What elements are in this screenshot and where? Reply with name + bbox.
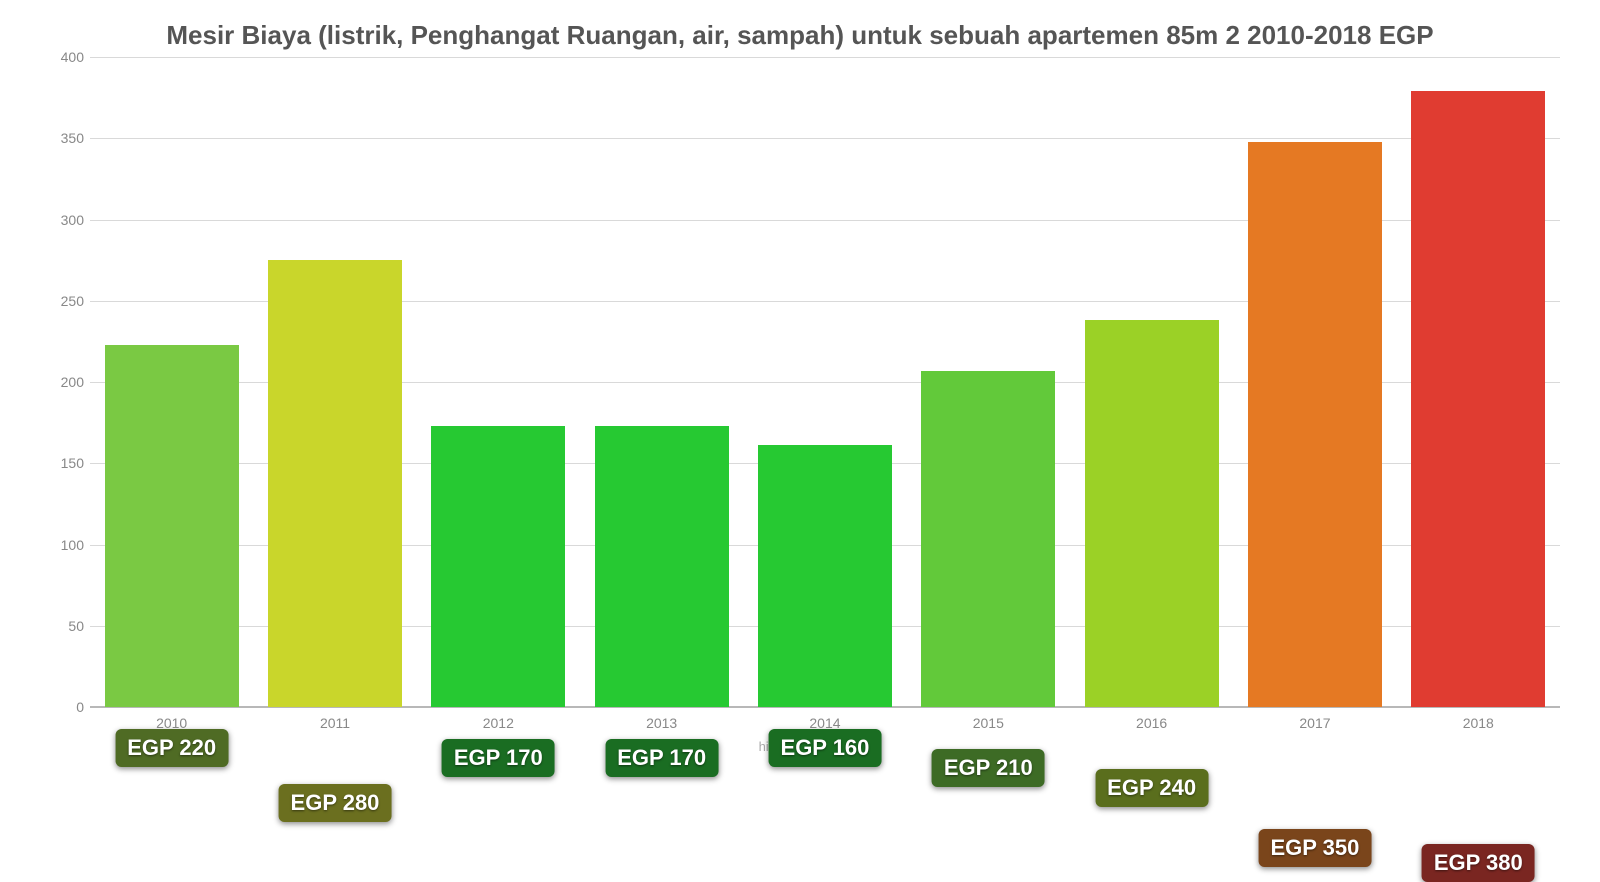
x-tick-label: 2011: [253, 707, 416, 737]
chart-title: Mesir Biaya (listrik, Penghangat Ruangan…: [40, 20, 1560, 51]
y-tick-label: 200: [61, 374, 84, 390]
y-tick-label: 100: [61, 537, 84, 553]
value-badge: EGP 170: [605, 739, 718, 777]
bar: EGP 210: [921, 371, 1055, 707]
bar: EGP 160: [758, 445, 892, 707]
bar-slot: EGP 240: [1070, 57, 1233, 707]
bar-slot: EGP 170: [417, 57, 580, 707]
x-tick-label: 2016: [1070, 707, 1233, 737]
y-tick-label: 150: [61, 455, 84, 471]
x-axis-labels: 201020112012201320142015201620172018: [90, 707, 1560, 737]
bar: EGP 170: [595, 426, 729, 707]
y-tick-label: 250: [61, 293, 84, 309]
x-tick-label: 2012: [417, 707, 580, 737]
y-tick-label: 350: [61, 130, 84, 146]
y-axis: 050100150200250300350400: [40, 57, 90, 707]
x-tick-label: 2013: [580, 707, 743, 737]
bar: EGP 280: [268, 260, 402, 707]
bars-container: EGP 220EGP 280EGP 170EGP 170EGP 160EGP 2…: [90, 57, 1560, 707]
bar: EGP 170: [431, 426, 565, 707]
x-tick-label: 2010: [90, 707, 253, 737]
bar-slot: EGP 160: [743, 57, 906, 707]
value-badge: EGP 350: [1259, 829, 1372, 867]
bar-slot: EGP 380: [1397, 57, 1560, 707]
bar-slot: EGP 210: [907, 57, 1070, 707]
bar-slot: EGP 280: [253, 57, 416, 707]
y-tick-label: 0: [76, 699, 84, 715]
value-badge: EGP 380: [1422, 844, 1535, 882]
bar: EGP 380: [1411, 91, 1545, 707]
plot-area: 050100150200250300350400 EGP 220EGP 280E…: [40, 57, 1560, 737]
x-tick-label: 2017: [1233, 707, 1396, 737]
bar: EGP 350: [1248, 142, 1382, 708]
value-badge: EGP 240: [1095, 769, 1208, 807]
bar-slot: EGP 350: [1233, 57, 1396, 707]
bar: EGP 220: [105, 345, 239, 707]
bar-slot: EGP 220: [90, 57, 253, 707]
x-tick-label: 2018: [1397, 707, 1560, 737]
y-tick-label: 300: [61, 212, 84, 228]
utility-cost-chart: Mesir Biaya (listrik, Penghangat Ruangan…: [0, 0, 1600, 800]
x-tick-label: 2015: [907, 707, 1070, 737]
value-badge: EGP 210: [932, 749, 1045, 787]
x-tick-label: 2014: [743, 707, 906, 737]
bar: EGP 240: [1085, 320, 1219, 707]
value-badge: EGP 280: [279, 784, 392, 822]
y-tick-label: 50: [68, 618, 84, 634]
y-tick-label: 400: [61, 49, 84, 65]
value-badge: EGP 170: [442, 739, 555, 777]
bar-slot: EGP 170: [580, 57, 743, 707]
